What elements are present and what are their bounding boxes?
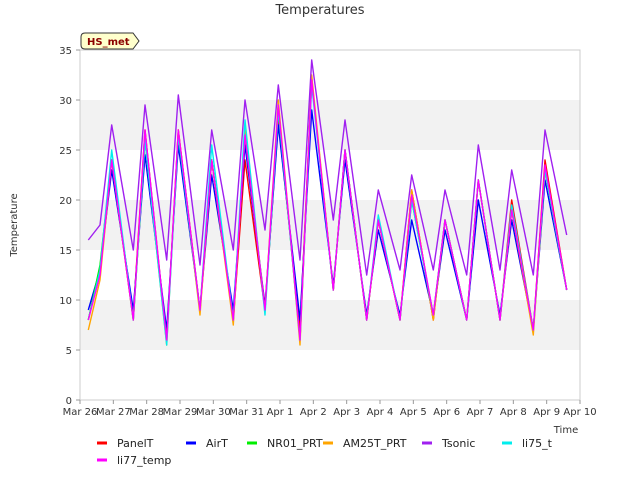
chart-title: Temperatures [274, 3, 364, 18]
x-tick-label: Apr 7 [467, 407, 494, 418]
grid-band [80, 50, 580, 100]
x-tick-label: Mar 27 [96, 407, 131, 418]
station-badge: HS_met [80, 32, 140, 50]
legend-label: PanelT [117, 437, 154, 450]
station-badge-label: HS_met [87, 37, 130, 48]
y-tick-label: 5 [66, 346, 72, 357]
legend-label: Tsonic [441, 437, 475, 450]
grid-band [80, 100, 580, 150]
legend-label: li75_t [522, 437, 553, 450]
plot-frame [79, 49, 581, 401]
x-tick-label: Apr 5 [400, 407, 427, 418]
y-tick-label: 20 [59, 196, 72, 207]
x-tick-label: Mar 26 [63, 407, 98, 418]
legend: PanelT AirT NR01_PRT AM25T_PRT Tsonic li75_tl… [97, 437, 553, 467]
grid-band [80, 350, 580, 400]
x-tick-label: Mar 31 [229, 407, 264, 418]
grid-band [80, 200, 580, 250]
series-line-tsonic [87, 59, 568, 276]
x-tick-label: Mar 28 [129, 407, 164, 418]
y-tick-label: 35 [59, 46, 72, 57]
series-line-li77-temp [87, 79, 568, 341]
legend-label: li77_temp [117, 454, 171, 467]
y-tick-label: 15 [59, 246, 72, 257]
x-tick-label: Apr 6 [433, 407, 460, 418]
x-tick-label: Mar 30 [196, 407, 231, 418]
x-axis-label: Time [553, 425, 578, 436]
x-tick-label: Apr 1 [267, 407, 294, 418]
legend-label: NR01_PRT [267, 437, 323, 450]
y-axis-label: Temperature [9, 193, 20, 257]
y-tick-label: 10 [59, 296, 72, 307]
legend-label: AM25T_PRT [343, 437, 407, 450]
x-tick-label: Apr 10 [563, 407, 596, 418]
y-axis-ticks: 0 5 10 15 20 25 30 35 [59, 46, 80, 407]
series-lines [87, 59, 568, 346]
grid-band [80, 300, 580, 350]
station-badge-shape [80, 32, 140, 50]
y-tick-label: 25 [59, 146, 72, 157]
y-tick-label: 30 [59, 96, 72, 107]
x-tick-label: Mar 29 [163, 407, 198, 418]
x-tick-label: Apr 3 [333, 407, 360, 418]
x-tick-label: Apr 9 [533, 407, 560, 418]
legend-label: AirT [206, 437, 228, 450]
x-tick-label: Apr 2 [300, 407, 327, 418]
y-tick-label: 0 [66, 396, 72, 407]
x-tick-label: Apr 8 [500, 407, 527, 418]
x-tick-label: Apr 4 [367, 407, 394, 418]
